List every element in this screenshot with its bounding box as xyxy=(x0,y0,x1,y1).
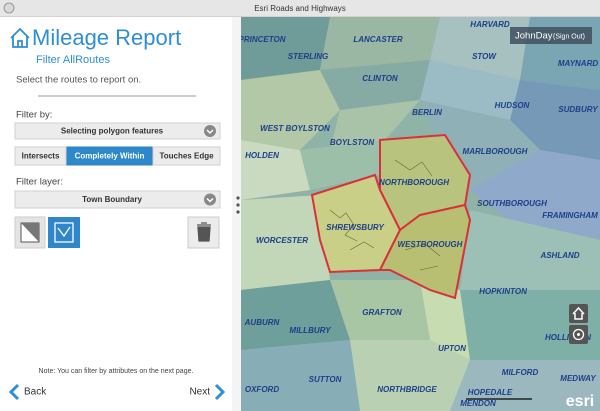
town-label: LANCASTER xyxy=(353,35,403,44)
town-label: AUBURN xyxy=(244,318,280,327)
back-arrow[interactable] xyxy=(8,383,20,401)
user-badge[interactable]: JohnDay (Sign Out) xyxy=(510,27,592,44)
panel-subtitle: Filter AllRoutes xyxy=(36,54,110,66)
town-label: MILLBURY xyxy=(289,326,331,335)
filter-tab[interactable] xyxy=(152,146,221,166)
town-label: SUTTON xyxy=(309,375,342,384)
next-arrow[interactable] xyxy=(214,383,226,401)
town-label: OXFORD xyxy=(245,385,279,394)
window-title: Esri Roads and Highways xyxy=(254,4,346,13)
select-text[interactable]: Town Boundary xyxy=(82,195,142,204)
filter-tab-label[interactable]: Completely Within xyxy=(75,152,145,161)
town-label: MARLBOROUGH xyxy=(463,147,528,156)
town-label: MAYNARD xyxy=(558,59,599,68)
town-label: BOYLSTON xyxy=(330,138,375,147)
town-label: STOW xyxy=(472,52,497,61)
filter-tab-label[interactable]: Touches Edge xyxy=(159,152,214,161)
side-panel xyxy=(0,17,232,411)
filter-select[interactable]: Selecting polygon features xyxy=(14,122,221,140)
town-label: NORTHBRIDGE xyxy=(377,385,437,394)
home-button[interactable] xyxy=(569,304,588,323)
town-label: WORCESTER xyxy=(256,236,308,245)
note: Note: You can filter by attributes on th… xyxy=(39,368,194,375)
layer-select[interactable]: Town Boundary xyxy=(14,190,221,209)
town-label: CLINTON xyxy=(362,74,398,83)
sign-out[interactable]: (Sign Out) xyxy=(553,33,585,40)
selected-town[interactable] xyxy=(378,203,472,300)
select-text[interactable]: Selecting polygon features xyxy=(61,127,164,136)
town-label: WESTBOROUGH xyxy=(398,240,463,249)
filter-layer-label: Filter layer: xyxy=(16,177,63,188)
chevron[interactable] xyxy=(204,125,216,137)
town-label: HOLLISTON xyxy=(545,333,591,342)
town-label: HOPEDALE xyxy=(468,388,513,397)
filter-tab[interactable] xyxy=(66,146,153,166)
select-box[interactable] xyxy=(14,190,221,209)
town-label: UPTON xyxy=(438,344,466,353)
splitter[interactable] xyxy=(232,17,241,411)
town-label: GRAFTON xyxy=(362,308,402,317)
user-name: JohnDay xyxy=(515,31,553,42)
filter-tab[interactable] xyxy=(14,146,67,166)
select-box[interactable] xyxy=(14,122,221,140)
back-button[interactable]: Back xyxy=(24,387,47,398)
town-label: BERLIN xyxy=(412,108,442,117)
chevron[interactable] xyxy=(204,193,216,206)
town-label: NORTHBOROUGH xyxy=(379,178,449,187)
town-label: MENDON xyxy=(460,399,496,408)
town-label: MILFORD xyxy=(502,368,539,377)
panel-title: Mileage Report xyxy=(32,25,181,50)
town-label: SOUTHBOROUGH xyxy=(477,199,547,208)
esri-logo: esri xyxy=(566,393,594,410)
close-button[interactable] xyxy=(3,2,15,14)
town-label: HOPKINTON xyxy=(479,287,527,296)
draw-polygon-button[interactable] xyxy=(14,216,46,249)
title-bar xyxy=(0,0,600,17)
draw-freehand-button[interactable] xyxy=(48,217,80,248)
home-icon[interactable] xyxy=(10,27,30,48)
town-label: FRAMINGHAM xyxy=(542,211,598,220)
town-label: SHREWSBURY xyxy=(326,223,384,232)
filter-tab-label[interactable]: Intersects xyxy=(22,152,60,161)
town-label: ASHLAND xyxy=(539,251,579,260)
town-label: PRINCETON xyxy=(239,35,286,44)
instruction: Select the routes to report on. xyxy=(16,75,141,86)
locate-button[interactable] xyxy=(569,325,588,344)
town-label: SUDBURY xyxy=(558,105,598,114)
map[interactable]: PRINCETON LANCASTER HARVARD STERLING STOW MAY… xyxy=(239,17,600,411)
clear-button[interactable] xyxy=(187,216,220,249)
town-label: WEST BOYLSTON xyxy=(260,124,330,133)
town-label: HUDSON xyxy=(495,101,530,110)
next-button[interactable]: Next xyxy=(189,387,210,398)
town-label: STERLING xyxy=(288,52,328,61)
town-label: HOLDEN xyxy=(245,151,279,160)
filter-by-label: Filter by: xyxy=(16,110,52,121)
town-label: HARVARD xyxy=(470,20,510,29)
town-label: MEDWAY xyxy=(560,374,596,383)
